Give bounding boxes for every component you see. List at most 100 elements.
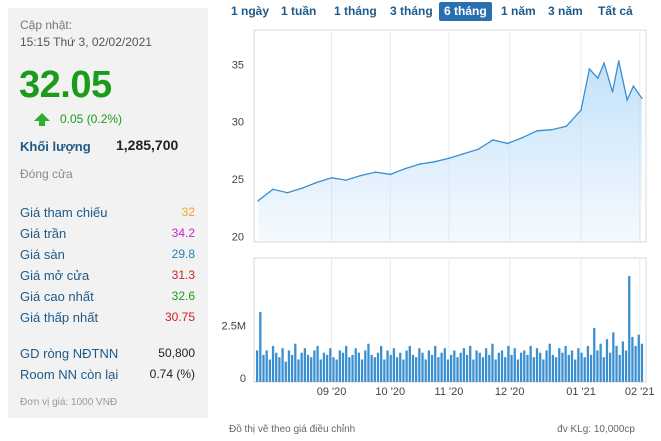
stat-value: 32.6 (171, 289, 195, 303)
volume-bar (481, 357, 485, 382)
price-point (286, 191, 289, 194)
volume-bar (402, 359, 405, 382)
price-point (550, 128, 553, 131)
x-tick-label: 12 '20 (494, 386, 525, 398)
volume-bar (551, 354, 555, 382)
volume-bar (373, 357, 376, 382)
period-tab-3-years[interactable]: 3 năm (548, 4, 583, 18)
period-tab-1-year[interactable]: 1 năm (501, 4, 536, 18)
updated-label: Cập nhật: (20, 18, 73, 32)
volume-bar (265, 350, 268, 382)
price-point (404, 167, 406, 170)
volume-bar (303, 348, 306, 382)
stat-open-price: Giá mở cửa 31.3 (20, 268, 195, 286)
volume-bar (427, 350, 431, 382)
up-arrow-icon (34, 113, 50, 126)
last-price: 32.05 (19, 64, 112, 106)
x-tick-label: 09 '20 (316, 386, 347, 398)
price-point (632, 85, 635, 87)
volume-bar (507, 345, 510, 382)
volume-bar (605, 339, 609, 382)
volume-bar (278, 357, 281, 382)
volume-bar (325, 354, 329, 382)
volume-bar (548, 343, 551, 382)
volume-chart[interactable]: 0 2.5M (218, 256, 658, 384)
price-change: 0.05 (0.2%) (60, 112, 123, 126)
volume-bar (408, 345, 411, 382)
volume-y-tick-label: 2.5M (222, 321, 246, 333)
price-y-tick-label: 25 (232, 174, 244, 186)
volume-bar (395, 357, 399, 382)
price-point (330, 177, 333, 179)
volume-bar (294, 343, 297, 382)
adjusted-price-note: Đồ thị vẽ theo giá điều chỉnh (229, 424, 356, 435)
volume-bar (462, 348, 465, 382)
volume-bar (275, 352, 278, 382)
volume-bar (399, 352, 402, 382)
volume-bar (539, 352, 542, 382)
quote-summary-panel: Cập nhật: 15:15 Thứ 3, 02/02/2021 32.05 … (8, 8, 208, 418)
stat-label: GD ròng NĐTNN (20, 346, 119, 361)
volume-bar (259, 312, 262, 382)
volume-bar (532, 357, 535, 382)
volume-bar (450, 354, 453, 382)
volume-bar (380, 345, 383, 382)
volume-bar (465, 354, 469, 382)
period-tab-3-months[interactable]: 3 tháng (390, 4, 433, 18)
volume-bar (504, 357, 507, 382)
price-point (617, 60, 620, 62)
price-chart[interactable]: 20 25 30 35 (218, 28, 658, 244)
volume-bar (599, 343, 602, 382)
volume-bar (421, 352, 424, 382)
volume-bar (268, 359, 271, 382)
volume-bar (577, 348, 580, 382)
volume-unit-note: đv KLg: 10,000cp (557, 424, 635, 435)
stat-label: Giá sàn (20, 247, 65, 262)
x-axis: 09 '20 10 '20 11 '20 12 '20 01 '21 02 '21 (218, 386, 658, 402)
price-point (345, 179, 348, 181)
period-tab-1-day[interactable]: 1 ngày (231, 4, 270, 18)
volume-bar (500, 350, 504, 382)
volume-bar (316, 345, 319, 382)
stat-value: 30.75 (164, 310, 195, 324)
volume-bar (564, 345, 567, 382)
period-tab-1-week[interactable]: 1 tuần (281, 4, 317, 18)
price-point (565, 125, 568, 128)
volume-bar (319, 359, 322, 382)
volume-bar (446, 359, 450, 382)
volume-bar (624, 350, 628, 382)
volume-bar (297, 359, 300, 382)
volume-bar (418, 348, 421, 382)
price-change-row: 0.05 (0.2%) (34, 111, 122, 127)
price-point (316, 181, 318, 184)
period-tab-1-month[interactable]: 1 tháng (334, 4, 377, 18)
volume-bar (523, 350, 526, 382)
stat-high-price: Giá cao nhất 32.6 (20, 289, 195, 307)
volume-bar (411, 354, 415, 382)
volume-bar (586, 345, 590, 382)
volume-bar (332, 357, 335, 382)
stat-value: 31.3 (171, 268, 195, 282)
price-y-tick-label: 20 (232, 231, 244, 243)
volume-bar (256, 350, 259, 382)
x-tick-label: 01 '21 (566, 386, 596, 398)
volume-bar (612, 332, 615, 382)
price-point (462, 152, 465, 155)
stat-label: Giá cao nhất (20, 289, 94, 304)
x-tick-label: 02 '21 (624, 386, 655, 398)
stat-value: 34.2 (171, 226, 195, 240)
period-tab-all[interactable]: Tất cả (598, 4, 633, 18)
volume-bar (437, 357, 440, 382)
volume-bar (631, 336, 634, 382)
volume-bar (593, 327, 596, 382)
period-tab-6-months[interactable]: 6 tháng (439, 2, 492, 21)
volume-bar (354, 348, 357, 382)
volume-bar (405, 350, 408, 382)
stat-floor-price: Giá sàn 29.8 (20, 247, 195, 265)
volume-bar (621, 341, 625, 382)
volume-bar (567, 354, 570, 382)
stat-label: Giá trần (20, 226, 67, 241)
volume-bar (360, 359, 364, 382)
volume-y-tick-label: 0 (240, 373, 246, 384)
volume-bar (497, 352, 500, 382)
